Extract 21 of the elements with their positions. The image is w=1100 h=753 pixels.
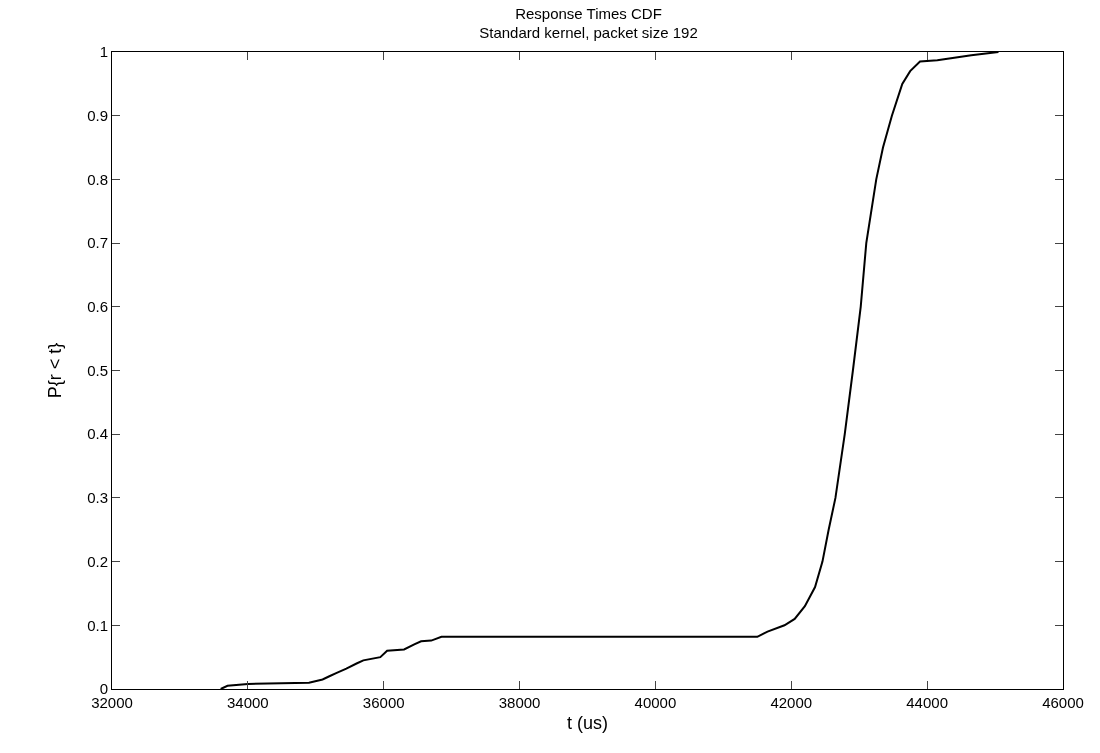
y-tick-label: 1 — [99, 43, 108, 61]
y-tick-label: 0.2 — [87, 552, 108, 570]
chart-subtitle: Standard kernel, packet size 192 — [479, 24, 698, 42]
y-axis-title: P{r < t} — [45, 342, 66, 399]
x-tick-label: 46000 — [1042, 694, 1084, 711]
y-tick-label: 0.4 — [87, 425, 108, 443]
chart-title: Response Times CDF — [515, 4, 662, 22]
y-tick-label: 0.5 — [87, 361, 108, 379]
x-tick-label: 38000 — [498, 694, 541, 711]
x-tick-label: 36000 — [362, 694, 405, 711]
x-tick-label: 44000 — [906, 694, 948, 711]
y-tick-label: 0.9 — [87, 106, 108, 124]
y-tick-label: 0.6 — [87, 298, 108, 316]
x-axis-title: t (us) — [566, 713, 609, 734]
y-tick-label: 0.3 — [87, 489, 108, 507]
x-tick-label: 42000 — [770, 694, 813, 711]
x-tick-label: 40000 — [634, 694, 677, 711]
y-tick-label: 0.7 — [87, 234, 108, 252]
y-tick-label: 0.1 — [87, 616, 108, 634]
y-tick-label: 0.8 — [87, 170, 108, 188]
x-tick-label: 34000 — [227, 694, 269, 711]
